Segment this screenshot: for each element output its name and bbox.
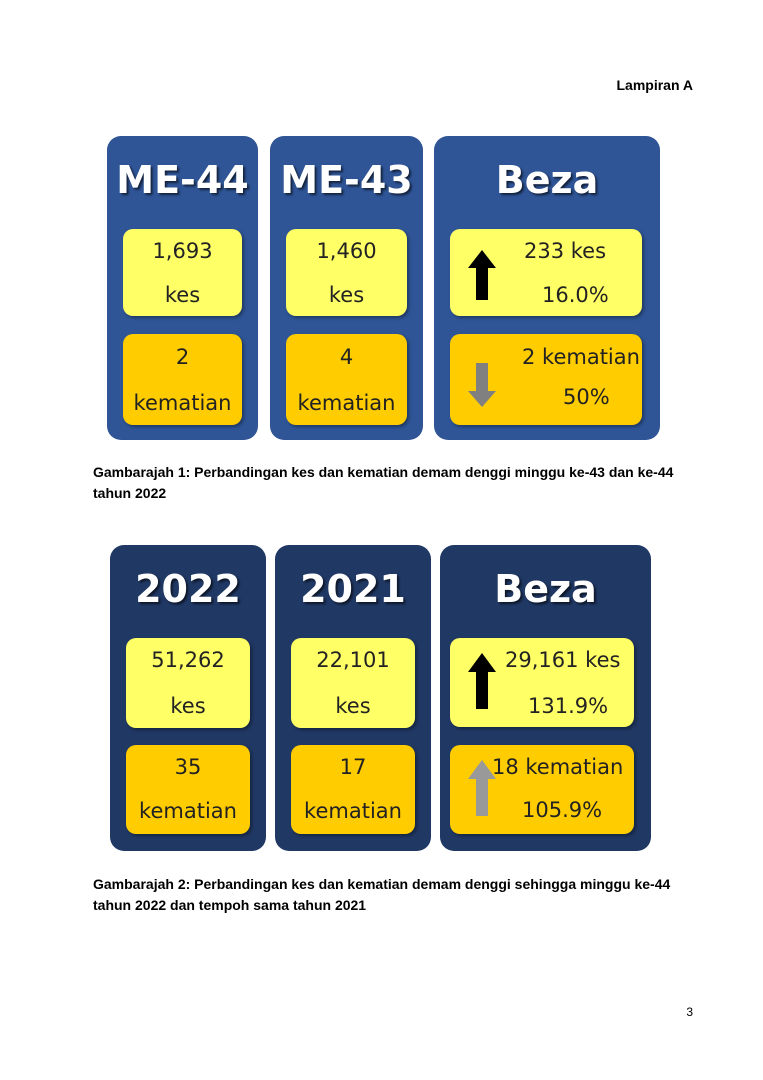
arrow-up-icon: [468, 250, 496, 300]
panel-title: Beza: [494, 567, 597, 611]
cases-diff: 233 kes: [524, 239, 607, 263]
cases-value: 51,262: [151, 648, 225, 672]
panel-me44: ME-44 1,693 kes 2 kematian: [107, 136, 258, 440]
cases-diff-pct: 131.9%: [528, 694, 609, 718]
deaths-diff-box: 18 kematian 105.9%: [450, 745, 634, 834]
cases-diff-box: 29,161 kes 131.9%: [450, 638, 634, 727]
deaths-value: 35: [174, 755, 202, 779]
cases-unit: kes: [335, 694, 371, 718]
panel-title: Beza: [495, 158, 599, 202]
cases-value: 22,101: [316, 648, 390, 672]
figure-1-caption: Gambarajah 1: Perbandingan kes dan kemat…: [93, 464, 674, 501]
panel-2022: 2022 51,262 kes 35 kematian: [110, 545, 266, 851]
cases-unit: kes: [164, 283, 201, 307]
cases-box: 22,101 kes: [291, 638, 415, 728]
panel-title: ME-43: [280, 158, 413, 202]
deaths-unit: kematian: [139, 799, 237, 823]
panel-difference: Beza 29,161 kes 131.9% 18 kematian 105.9…: [440, 545, 651, 851]
cases-unit: kes: [328, 283, 365, 307]
deaths-box: 35 kematian: [126, 745, 250, 834]
deaths-value: 4: [339, 345, 354, 369]
deaths-diff-pct: 50%: [563, 385, 610, 409]
panel-me43: ME-43 1,460 kes 4 kematian: [270, 136, 423, 440]
arrow-up-icon: [468, 760, 496, 816]
panel-2021: 2021 22,101 kes 17 kematian: [275, 545, 431, 851]
deaths-diff-pct: 105.9%: [522, 798, 603, 822]
cases-diff: 29,161 kes: [505, 648, 621, 672]
deaths-unit: kematian: [133, 391, 232, 415]
panel-difference: Beza 233 kes 16.0% 2 kematian 50%: [434, 136, 660, 440]
panel-title: 2022: [135, 567, 241, 611]
deaths-diff: 2 kematian: [522, 345, 640, 369]
cases-value: 1,693: [152, 239, 213, 263]
deaths-value: 17: [339, 755, 367, 779]
cases-diff-box: 233 kes 16.0%: [450, 229, 642, 316]
arrow-down-icon: [468, 363, 496, 407]
deaths-value: 2: [175, 345, 190, 369]
cases-box: 1,460 kes: [286, 229, 407, 316]
deaths-box: 4 kematian: [286, 334, 407, 425]
deaths-unit: kematian: [304, 799, 402, 823]
panel-title: ME-44: [116, 158, 249, 202]
arrow-up-icon: [468, 653, 496, 709]
deaths-diff: 18 kematian: [492, 755, 624, 779]
deaths-box: 17 kematian: [291, 745, 415, 834]
cases-unit: kes: [170, 694, 206, 718]
cases-value: 1,460: [316, 239, 377, 263]
page-number: 3: [686, 1005, 693, 1019]
deaths-unit: kematian: [297, 391, 396, 415]
panel-title: 2021: [300, 567, 406, 611]
deaths-box: 2 kematian: [123, 334, 242, 425]
figure-2-caption: Gambarajah 2: Perbandingan kes dan kemat…: [93, 876, 671, 913]
cases-box: 51,262 kes: [126, 638, 250, 728]
cases-box: 1,693 kes: [123, 229, 242, 316]
appendix-label: Lampiran A: [616, 77, 694, 93]
deaths-diff-box: 2 kematian 50%: [450, 334, 642, 425]
cases-diff-pct: 16.0%: [542, 283, 609, 307]
